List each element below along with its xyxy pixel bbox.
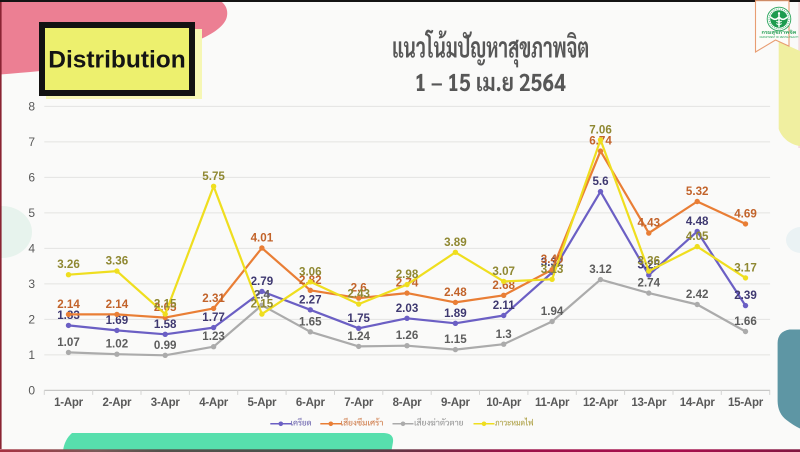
svg-text:2.42: 2.42 xyxy=(686,288,709,301)
svg-text:2.14: 2.14 xyxy=(106,298,129,311)
svg-text:7: 7 xyxy=(28,135,35,149)
svg-text:10-Apr: 10-Apr xyxy=(486,397,522,409)
svg-text:3.13: 3.13 xyxy=(541,263,564,276)
svg-text:1.26: 1.26 xyxy=(396,329,419,342)
svg-text:5.32: 5.32 xyxy=(686,185,709,198)
svg-text:5-Apr: 5-Apr xyxy=(248,397,278,409)
svg-text:13-Apr: 13-Apr xyxy=(631,397,667,409)
svg-text:1.15: 1.15 xyxy=(444,333,467,346)
svg-text:1.23: 1.23 xyxy=(202,330,225,343)
svg-text:2.31: 2.31 xyxy=(202,292,225,305)
svg-text:4-Apr: 4-Apr xyxy=(199,397,229,409)
svg-text:3.26: 3.26 xyxy=(57,258,80,271)
svg-text:1-Apr: 1-Apr xyxy=(54,397,84,409)
svg-text:0: 0 xyxy=(28,383,35,397)
svg-text:5.6: 5.6 xyxy=(592,175,609,188)
svg-text:1: 1 xyxy=(28,348,35,362)
svg-text:3.89: 3.89 xyxy=(444,236,467,249)
svg-text:6-Apr: 6-Apr xyxy=(296,397,326,409)
svg-text:4.01: 4.01 xyxy=(251,232,274,245)
svg-text:2.05: 2.05 xyxy=(154,301,177,314)
svg-text:3-Apr: 3-Apr xyxy=(151,397,181,409)
svg-text:1.02: 1.02 xyxy=(106,338,129,351)
svg-text:1.65: 1.65 xyxy=(299,315,322,328)
svg-text:1.94: 1.94 xyxy=(541,305,564,318)
svg-text:2.79: 2.79 xyxy=(251,275,274,288)
svg-text:2.15: 2.15 xyxy=(251,298,274,311)
svg-text:2.39: 2.39 xyxy=(734,289,757,302)
svg-text:1.3: 1.3 xyxy=(496,328,513,341)
svg-text:DEPARTMENT OF MENTAL HEALTH: DEPARTMENT OF MENTAL HEALTH xyxy=(760,36,799,39)
svg-text:1.58: 1.58 xyxy=(154,318,177,331)
svg-text:1.69: 1.69 xyxy=(106,314,129,327)
svg-text:3.36: 3.36 xyxy=(106,255,129,268)
svg-text:1.66: 1.66 xyxy=(734,315,757,328)
svg-text:3.17: 3.17 xyxy=(734,261,757,274)
svg-text:2.6: 2.6 xyxy=(351,282,368,295)
svg-text:2.4: 2.4 xyxy=(254,289,271,302)
svg-text:11-Apr: 11-Apr xyxy=(535,397,570,409)
svg-text:2.03: 2.03 xyxy=(396,302,419,315)
svg-text:2.43: 2.43 xyxy=(347,288,370,301)
svg-text:3: 3 xyxy=(28,277,35,291)
svg-text:2.15: 2.15 xyxy=(154,298,177,311)
svg-text:4.69: 4.69 xyxy=(734,207,757,220)
svg-text:1.75: 1.75 xyxy=(347,312,370,325)
svg-text:5.75: 5.75 xyxy=(202,170,225,183)
svg-text:1.24: 1.24 xyxy=(347,330,370,343)
svg-text:0.99: 0.99 xyxy=(154,339,177,352)
svg-text:8: 8 xyxy=(28,99,35,113)
svg-text:8-Apr: 8-Apr xyxy=(393,397,423,409)
svg-text:3.06: 3.06 xyxy=(299,265,322,278)
svg-text:1.07: 1.07 xyxy=(57,336,80,349)
svg-text:5: 5 xyxy=(28,206,35,220)
svg-text:Distribution: Distribution xyxy=(48,47,185,74)
svg-text:3.36: 3.36 xyxy=(638,255,661,268)
svg-text:2.48: 2.48 xyxy=(444,286,467,299)
svg-text:2.27: 2.27 xyxy=(299,293,322,306)
svg-text:14-Apr: 14-Apr xyxy=(680,397,716,409)
svg-text:7-Apr: 7-Apr xyxy=(344,397,374,409)
svg-text:3.12: 3.12 xyxy=(589,263,612,276)
svg-text:1.89: 1.89 xyxy=(444,307,467,320)
svg-text:4: 4 xyxy=(28,241,35,255)
svg-text:4.05: 4.05 xyxy=(686,230,709,243)
svg-text:2-Apr: 2-Apr xyxy=(103,397,133,409)
svg-text:2.98: 2.98 xyxy=(396,268,419,281)
svg-text:2: 2 xyxy=(28,312,35,326)
svg-text:4.43: 4.43 xyxy=(638,217,661,230)
svg-text:4.48: 4.48 xyxy=(686,215,709,228)
svg-text:2.11: 2.11 xyxy=(493,299,515,312)
svg-text:7.06: 7.06 xyxy=(589,123,612,136)
svg-text:12-Apr: 12-Apr xyxy=(583,397,619,409)
svg-text:6: 6 xyxy=(28,170,35,184)
svg-text:15-Apr: 15-Apr xyxy=(728,397,764,409)
svg-text:3.07: 3.07 xyxy=(492,265,515,278)
svg-text:2.74: 2.74 xyxy=(638,277,661,290)
svg-text:2.14: 2.14 xyxy=(57,298,80,311)
svg-text:1.77: 1.77 xyxy=(202,311,225,324)
svg-text:9-Apr: 9-Apr xyxy=(441,397,471,409)
